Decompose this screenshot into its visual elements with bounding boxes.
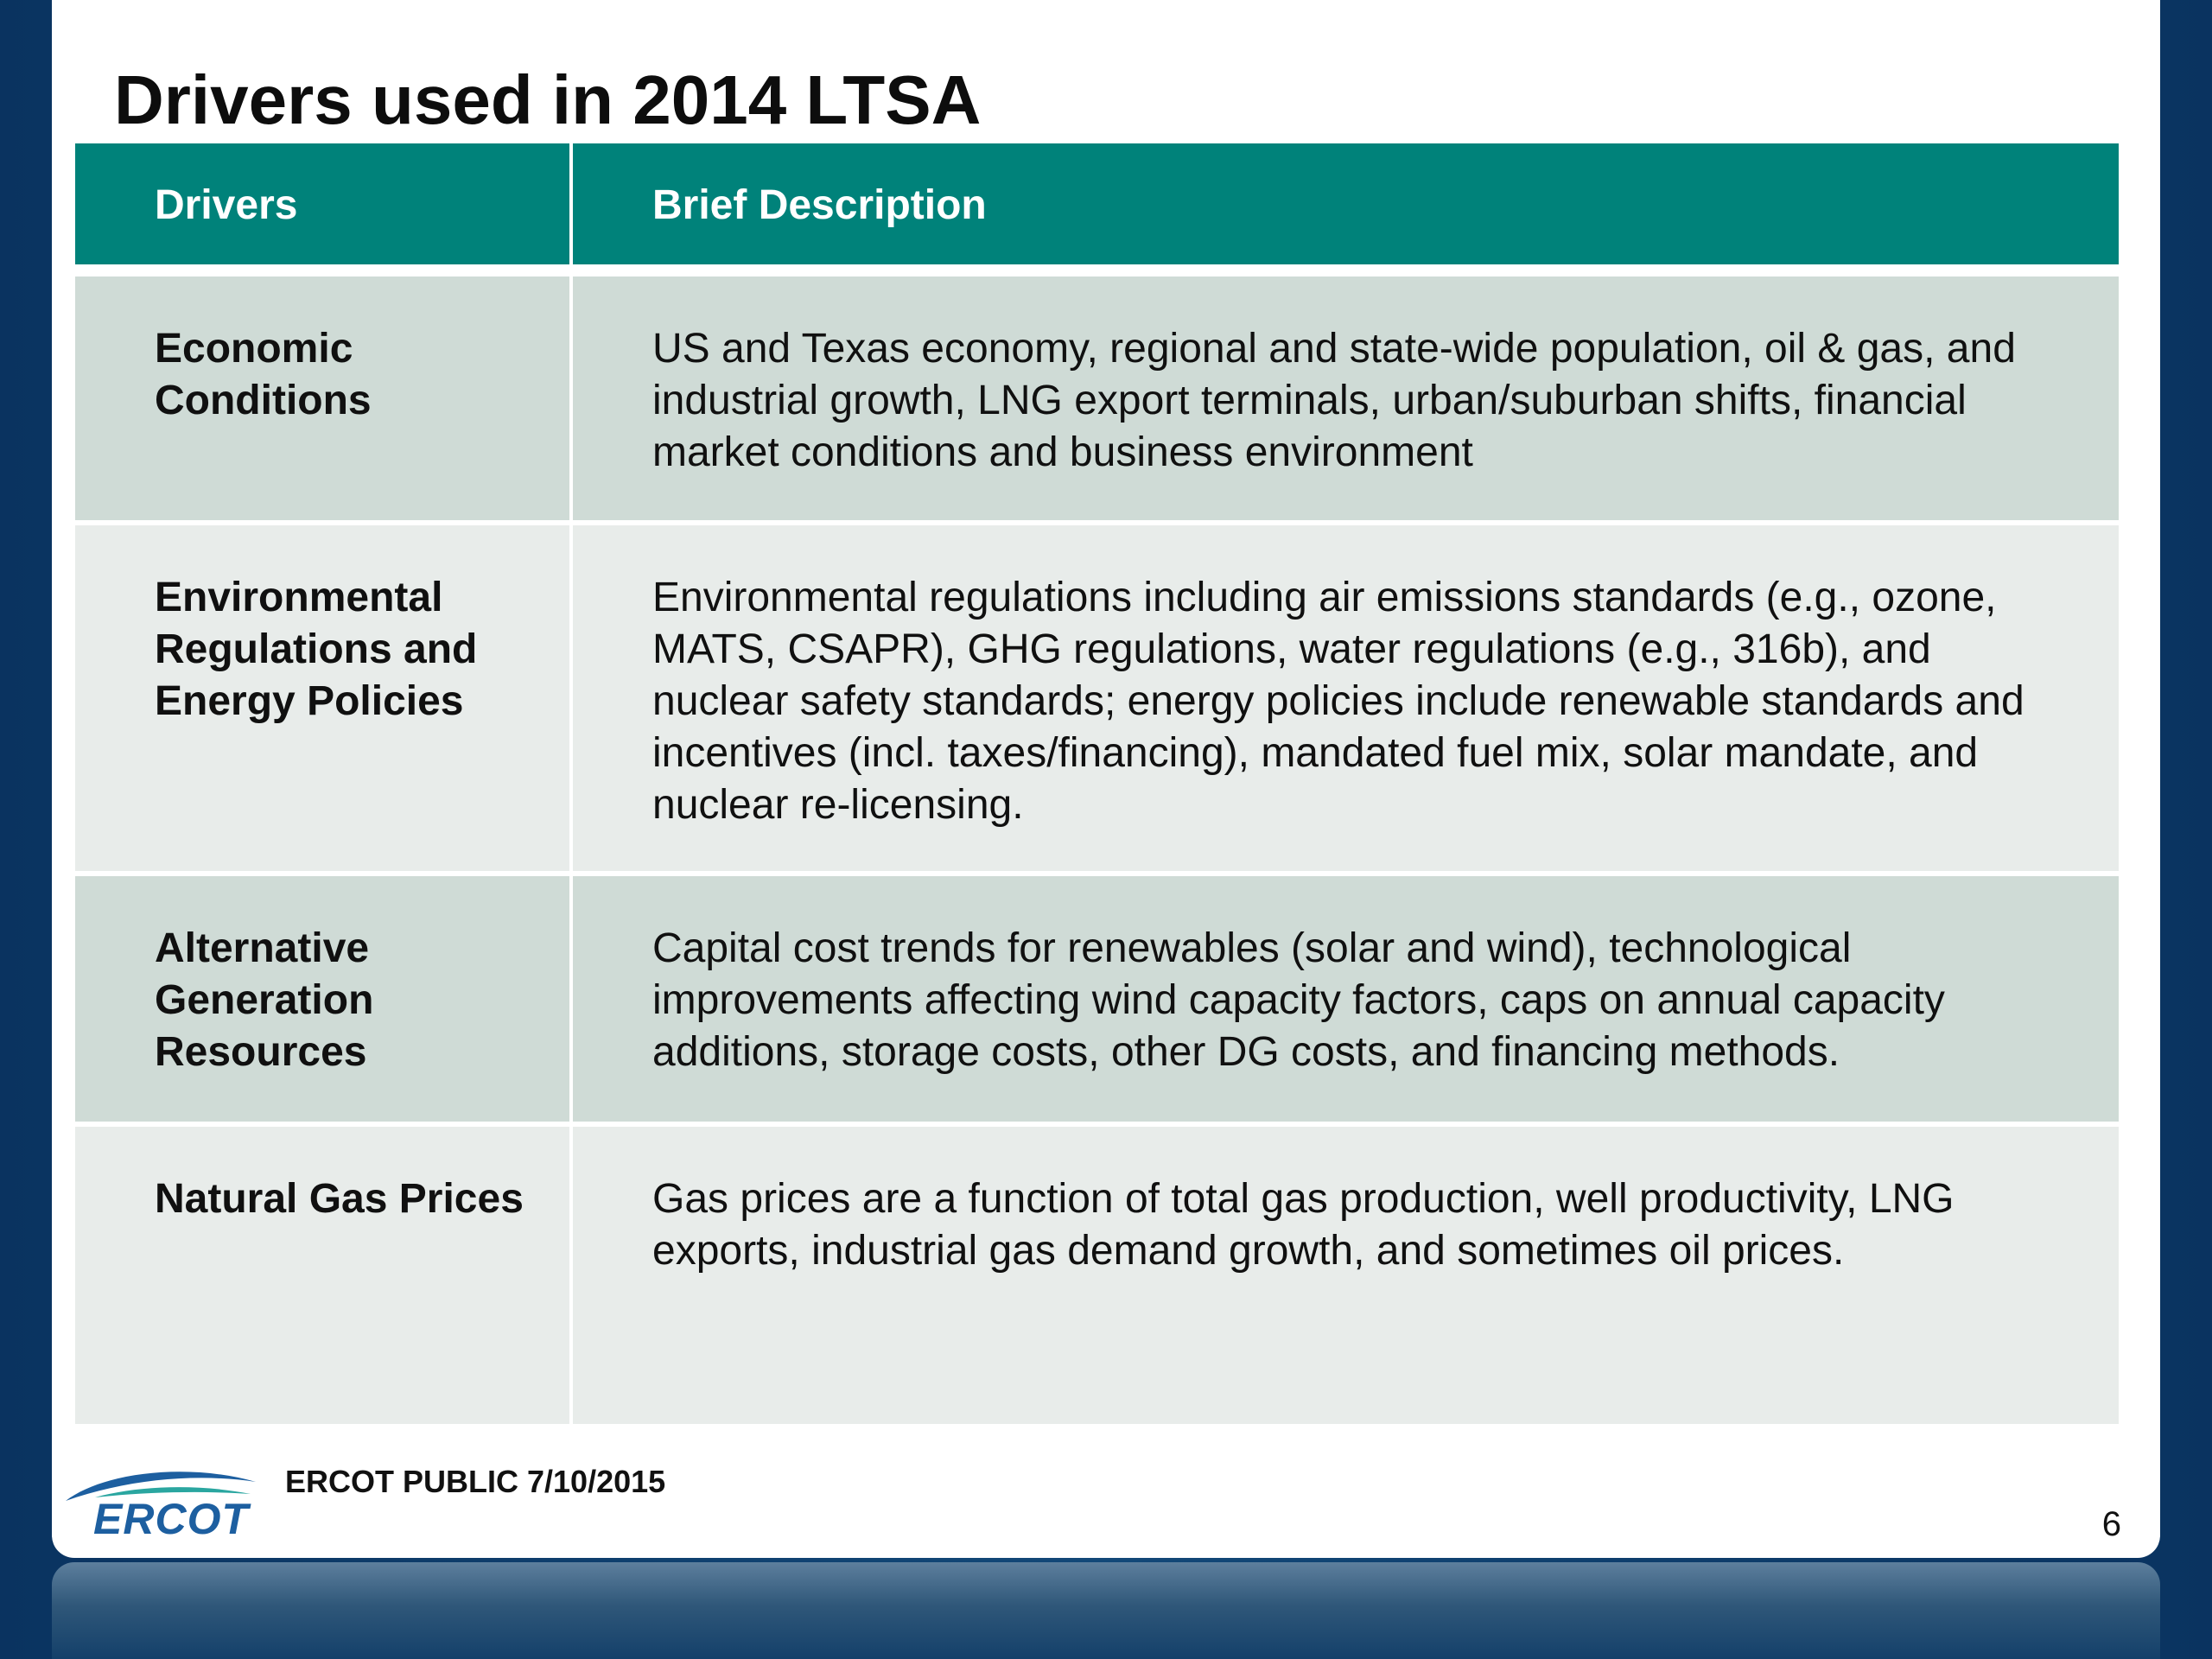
bottom-band	[52, 1562, 2160, 1659]
table-row-driver: Natural Gas Prices	[75, 1127, 569, 1424]
description-environmental-regulations: Environmental regulations including air …	[652, 575, 2024, 828]
description-economic-conditions: US and Texas economy, regional and state…	[652, 326, 2016, 475]
page-number: 6	[2101, 1505, 2121, 1543]
logo-swoosh	[66, 1471, 256, 1501]
driver-economic-conditions: Economic Conditions	[155, 326, 372, 423]
table-row-description: Environmental regulations including air …	[573, 525, 2119, 871]
header-description: Brief Description	[573, 143, 2119, 264]
drivers-table: Drivers Brief Description Economic Condi…	[75, 143, 2119, 1427]
driver-natural-gas-prices: Natural Gas Prices	[155, 1176, 524, 1222]
footer-classification: ERCOT PUBLIC 7/10/2015	[285, 1464, 666, 1499]
table-row-description: Capital cost trends for renewables (sola…	[573, 876, 2119, 1122]
description-natural-gas-prices: Gas prices are a function of total gas p…	[652, 1176, 1955, 1274]
logo-text: ERCOT	[93, 1495, 251, 1542]
header-drivers-label: Drivers	[155, 182, 298, 228]
table-row-description: Gas prices are a function of total gas p…	[573, 1127, 2119, 1424]
header-drivers: Drivers	[75, 143, 569, 264]
logo-swoosh-inner	[95, 1487, 251, 1497]
table-row-driver: Alternative Generation Resources	[75, 876, 569, 1122]
header-description-label: Brief Description	[652, 182, 987, 228]
table-row-description: US and Texas economy, regional and state…	[573, 276, 2119, 520]
description-alternative-generation: Capital cost trends for renewables (sola…	[652, 925, 1945, 1075]
driver-environmental-regulations: Environmental Regulations and Energy Pol…	[155, 575, 478, 724]
slide: Drivers used in 2014 LTSA Drivers Brief …	[52, 0, 2160, 1558]
slide-title: Drivers used in 2014 LTSA	[114, 61, 982, 138]
table-row-driver: Environmental Regulations and Energy Pol…	[75, 525, 569, 871]
table-row-driver: Economic Conditions	[75, 276, 569, 520]
ercot-logo: ERCOT	[66, 1471, 256, 1542]
driver-alternative-generation: Alternative Generation Resources	[155, 925, 374, 1075]
